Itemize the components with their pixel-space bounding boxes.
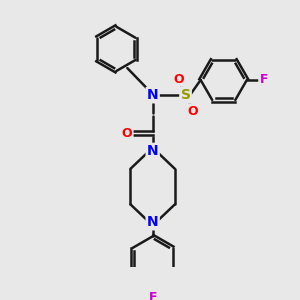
Text: F: F (148, 291, 157, 300)
Text: O: O (173, 73, 184, 85)
Text: N: N (147, 144, 158, 158)
Text: F: F (260, 74, 268, 86)
Text: S: S (181, 88, 190, 102)
Text: O: O (187, 105, 198, 118)
Text: N: N (147, 88, 158, 102)
Text: O: O (122, 127, 132, 140)
Text: N: N (147, 215, 158, 229)
